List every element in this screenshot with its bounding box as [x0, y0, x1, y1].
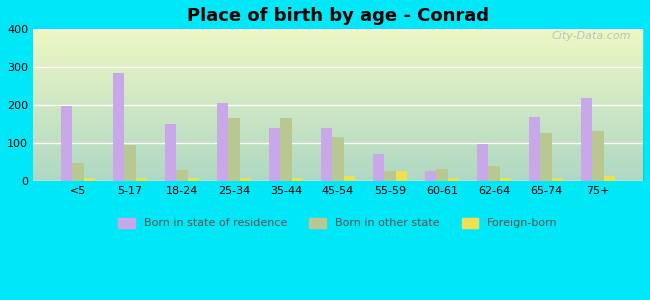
- Bar: [488, 167, 500, 181]
- Bar: [540, 133, 552, 181]
- Bar: [112, 73, 124, 181]
- Bar: [84, 178, 95, 181]
- Bar: [269, 128, 280, 181]
- Bar: [344, 176, 355, 181]
- Bar: [581, 98, 592, 181]
- Bar: [164, 124, 176, 181]
- Bar: [500, 178, 512, 181]
- Text: City-Data.com: City-Data.com: [551, 31, 631, 41]
- Bar: [384, 171, 396, 181]
- Bar: [448, 178, 460, 181]
- Bar: [529, 117, 540, 181]
- Bar: [228, 118, 240, 181]
- Bar: [373, 154, 384, 181]
- Bar: [604, 176, 616, 181]
- Bar: [292, 178, 303, 181]
- Bar: [321, 128, 332, 181]
- Bar: [176, 170, 188, 181]
- Title: Place of birth by age - Conrad: Place of birth by age - Conrad: [187, 7, 489, 25]
- Bar: [216, 103, 228, 181]
- Bar: [124, 145, 136, 181]
- Bar: [280, 118, 292, 181]
- Bar: [436, 169, 448, 181]
- Bar: [240, 178, 251, 181]
- Bar: [60, 106, 72, 181]
- Bar: [552, 178, 564, 181]
- Bar: [332, 136, 344, 181]
- Legend: Born in state of residence, Born in other state, Foreign-born: Born in state of residence, Born in othe…: [114, 213, 562, 233]
- Bar: [396, 171, 407, 181]
- Bar: [592, 131, 604, 181]
- Bar: [136, 178, 147, 181]
- Bar: [425, 171, 436, 181]
- Bar: [72, 163, 84, 181]
- Bar: [188, 178, 199, 181]
- Bar: [477, 144, 488, 181]
